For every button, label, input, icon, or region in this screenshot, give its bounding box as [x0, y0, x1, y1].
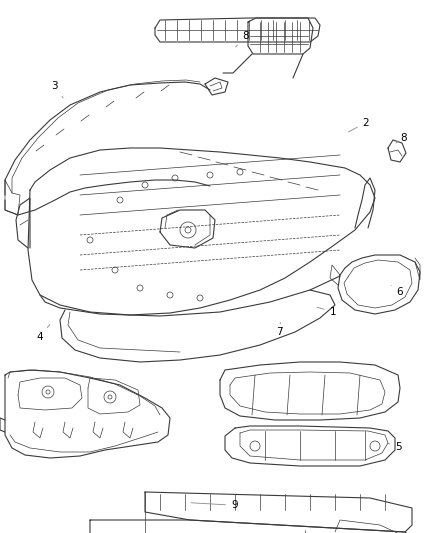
Text: 1: 1 — [317, 307, 336, 317]
Text: 4: 4 — [36, 325, 50, 342]
Text: 3: 3 — [51, 82, 63, 98]
Text: 9: 9 — [191, 500, 238, 510]
Text: 5: 5 — [387, 442, 402, 451]
Text: 8: 8 — [396, 133, 407, 143]
Text: 2: 2 — [349, 118, 369, 132]
Text: 6: 6 — [391, 285, 403, 297]
Text: 7: 7 — [276, 322, 283, 336]
Text: 8: 8 — [236, 31, 249, 47]
